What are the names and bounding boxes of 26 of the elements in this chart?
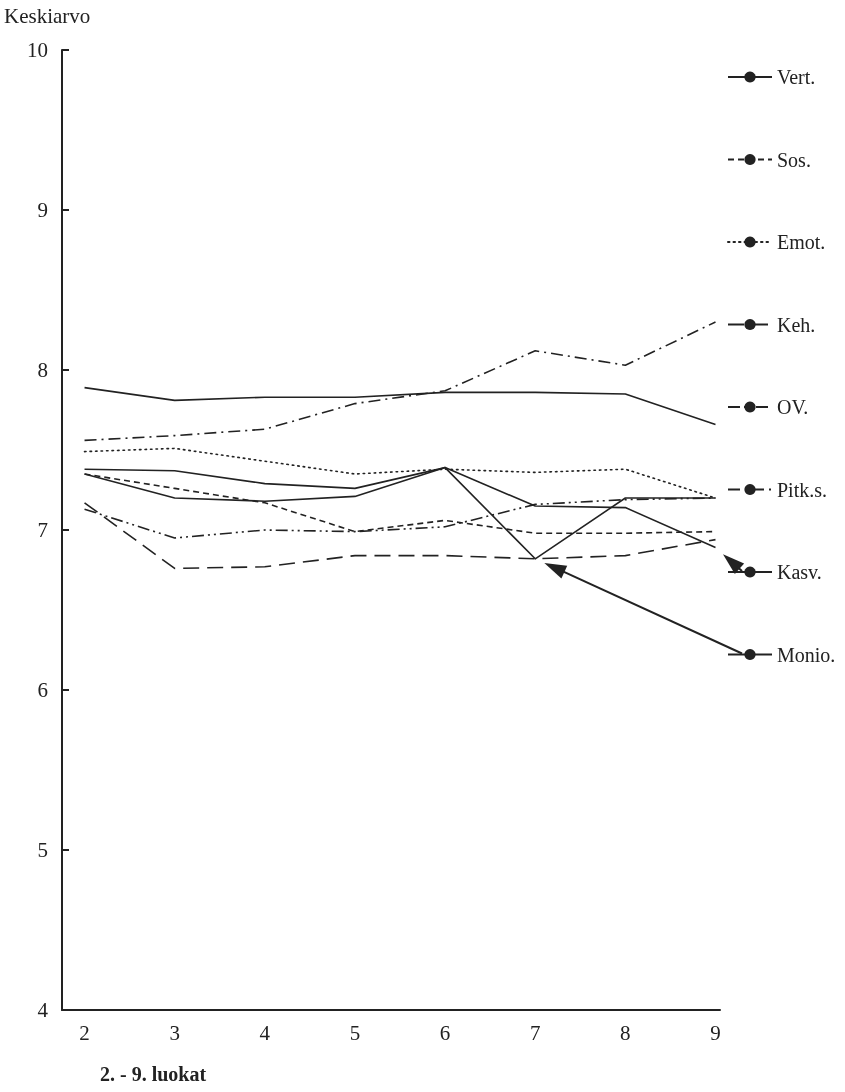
x-tick-label: 8	[620, 1020, 631, 1045]
x-tick-label: 6	[439, 1020, 451, 1045]
legend-label: OV.	[777, 396, 809, 418]
legend-label: Kasv.	[777, 561, 822, 583]
legend-label: Emot.	[777, 231, 826, 253]
y-tick-label: 5	[37, 838, 48, 862]
y-tick-label: 7	[37, 518, 48, 542]
legend-label: Sos.	[777, 148, 811, 171]
x-tick-label: 4	[259, 1020, 271, 1045]
x-tick-label: 5	[349, 1020, 361, 1045]
y-tick-label: 4	[37, 998, 49, 1022]
legend-label: Monio.	[777, 643, 836, 666]
y-axis-title: Keskiarvo	[4, 4, 91, 29]
x-tick-label: 2	[79, 1020, 90, 1045]
y-tick-label: 9	[37, 198, 48, 222]
y-tick-label: 10	[27, 38, 48, 62]
y-tick-label: 8	[37, 358, 48, 382]
legend-label: Keh.	[777, 313, 816, 336]
legend-label: Vert.	[777, 66, 816, 88]
x-tick-label: 7	[529, 1020, 541, 1045]
x-tick-label: 3	[169, 1020, 180, 1045]
x-axis-title: 2. - 9. luokat	[100, 1063, 207, 1086]
line-series	[83, 321, 717, 442]
y-tick-label: 6	[37, 678, 48, 702]
legend-label: Pitk.s.	[777, 478, 828, 501]
x-tick-label: 9	[710, 1020, 721, 1045]
